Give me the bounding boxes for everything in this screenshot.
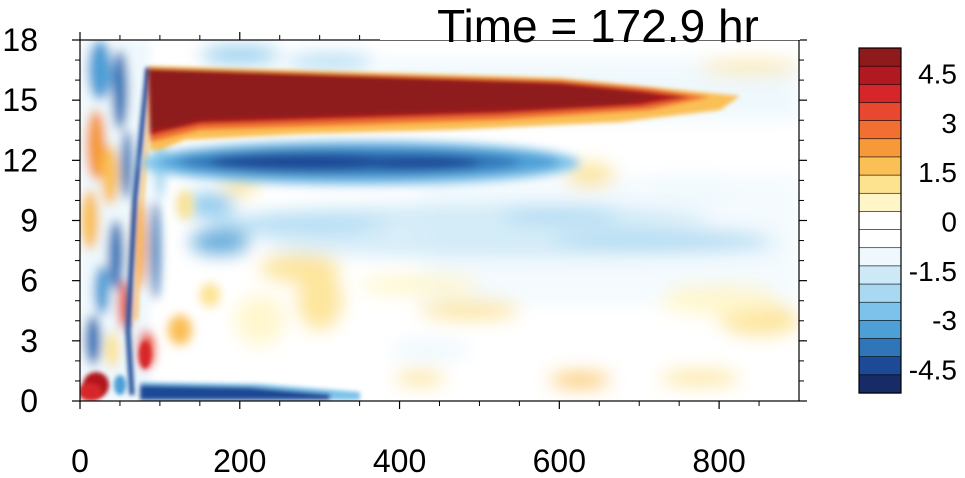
weak-anomaly-field: [185, 47, 799, 387]
axis-tick-labels: 0 200 400 600 800 0 3 6 9 12 15 18: [2, 22, 745, 478]
y-tick-label: 12: [2, 142, 38, 178]
colorbar-frame: [858, 47, 902, 394]
x-tick-label: 0: [71, 443, 89, 473]
colorbar-swatch: [858, 338, 902, 358]
colorbar-label: -1.5: [909, 256, 957, 287]
colorbar-label: -4.5: [909, 354, 957, 385]
colorbar-swatch: [858, 301, 902, 321]
colorbar-swatch: [858, 120, 902, 140]
x-tick-label: 200: [213, 443, 266, 473]
colorbar-swatch: [858, 156, 902, 176]
colorbar-label: 3: [941, 108, 957, 139]
positive-band: [148, 66, 740, 150]
x-tick-label: 600: [533, 443, 586, 473]
colorbar-swatch: [858, 356, 902, 376]
colorbar-swatch: [858, 229, 902, 249]
colorbar-swatch: [858, 84, 902, 104]
colorbar: 4.5 3 1.5 0 -1.5 -3 -4.5: [858, 47, 957, 394]
colorbar-swatch: [858, 247, 902, 267]
colorbar-swatch: [858, 283, 902, 303]
oscillating-front: [80, 40, 220, 401]
colorbar-swatch: [858, 138, 902, 158]
colorbar-swatch: [858, 211, 902, 231]
colorbar-label: 4.5: [918, 59, 957, 90]
bottom-negative-band: [80, 382, 360, 401]
title-background: [380, 0, 800, 40]
y-tick-label: 15: [2, 82, 38, 118]
colorbar-swatch: [858, 192, 902, 213]
y-tick-label: 6: [20, 263, 38, 299]
colorbar-swatch: [858, 174, 902, 194]
chart-title: Time = 172.9 hr: [437, 0, 759, 52]
heatmap-field: [80, 40, 799, 401]
colorbar-swatch: [858, 47, 902, 67]
colorbar-label: 0: [941, 207, 957, 238]
y-tick-label: 0: [20, 383, 38, 419]
y-tick-label: 18: [2, 22, 38, 58]
x-tick-label: 800: [692, 443, 745, 473]
colorbar-swatch: [858, 374, 902, 394]
colorbar-swatch: [858, 65, 902, 85]
x-tick-label: 400: [373, 443, 426, 473]
colorbar-swatch: [858, 265, 902, 285]
colorbar-swatch: [858, 102, 902, 122]
y-tick-label: 3: [20, 323, 38, 359]
negative-band: [140, 141, 580, 185]
colorbar-label: 1.5: [918, 157, 957, 188]
colorbar-swatch: [858, 320, 902, 340]
y-tick-label: 9: [20, 203, 38, 239]
colorbar-label: -3: [932, 305, 957, 336]
